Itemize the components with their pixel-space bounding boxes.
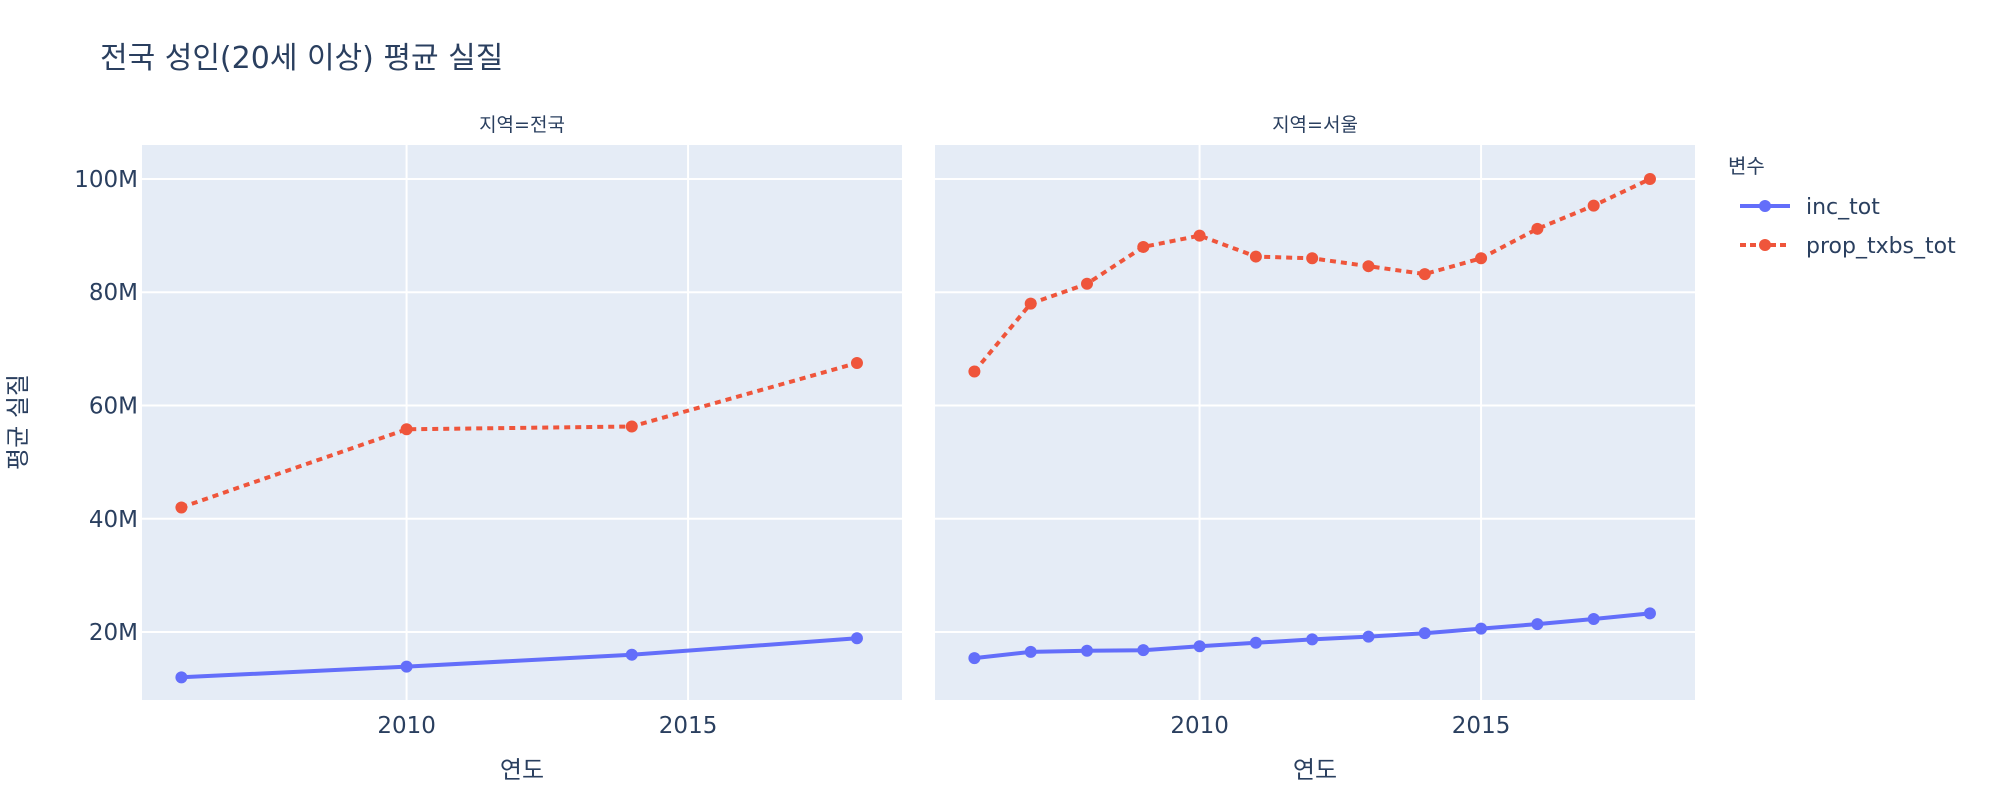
data-point-prop-txbs-tot[interactable] — [1643, 172, 1656, 185]
legend: 변수 inc_tot prop_txbs_tot — [1728, 154, 1956, 259]
data-point-prop-txbs-tot[interactable] — [1362, 260, 1375, 273]
data-point-inc-tot[interactable] — [1418, 627, 1431, 640]
data-point-prop-txbs-tot[interactable] — [1306, 252, 1319, 265]
facet-right: 지역=서울 2010 2015 — [935, 114, 1695, 739]
data-point-inc-tot[interactable] — [1249, 636, 1262, 649]
data-point-prop-txbs-tot[interactable] — [625, 420, 638, 433]
y-tick-label: 80M — [89, 280, 138, 306]
data-point-inc-tot[interactable] — [1531, 618, 1544, 631]
y-ticks: 20M 40M 60M 80M 100M — [74, 167, 138, 646]
data-point-prop-txbs-tot[interactable] — [1475, 252, 1488, 265]
facet-label-left: 지역=전국 — [479, 114, 565, 136]
x-axis-label-right: 연도 — [1293, 756, 1337, 784]
x-tick-label: 2015 — [1452, 713, 1511, 739]
y-axis-label: 평균 실질 — [4, 374, 32, 470]
data-point-inc-tot[interactable] — [1081, 644, 1093, 657]
data-point-prop-txbs-tot[interactable] — [850, 357, 863, 370]
data-point-prop-txbs-tot[interactable] — [968, 365, 981, 378]
data-point-inc-tot[interactable] — [1306, 633, 1319, 646]
data-point-inc-tot[interactable] — [1587, 613, 1600, 626]
data-point-prop-txbs-tot[interactable] — [1193, 229, 1206, 242]
data-point-inc-tot[interactable] — [850, 632, 863, 645]
data-point-inc-tot[interactable] — [1193, 640, 1206, 653]
data-point-inc-tot[interactable] — [1137, 644, 1150, 657]
data-point-prop-txbs-tot[interactable] — [1249, 250, 1262, 263]
data-point-inc-tot[interactable] — [400, 660, 413, 673]
x-tick-label: 2010 — [1170, 713, 1229, 739]
facet-label-right: 지역=서울 — [1272, 114, 1358, 136]
data-point-prop-txbs-tot[interactable] — [175, 501, 188, 514]
data-point-inc-tot[interactable] — [1362, 630, 1375, 643]
facet-left: 지역=전국 2010 2015 — [142, 114, 902, 739]
plot-area-left — [142, 145, 902, 700]
grid-left — [142, 145, 902, 700]
legend-label: inc_tot — [1806, 195, 1880, 220]
y-tick-label: 20M — [89, 620, 138, 646]
x-ticks-right: 2010 2015 — [1170, 713, 1510, 739]
legend-item-prop-txbs-tot[interactable]: prop_txbs_tot — [1740, 234, 1956, 259]
legend-swatch-marker — [1759, 239, 1771, 251]
data-point-prop-txbs-tot[interactable] — [1418, 268, 1431, 281]
legend-label: prop_txbs_tot — [1806, 234, 1956, 259]
plot-area-right — [935, 145, 1695, 700]
data-point-inc-tot[interactable] — [968, 652, 981, 665]
y-tick-label: 40M — [89, 507, 138, 533]
data-point-prop-txbs-tot[interactable] — [1531, 222, 1544, 235]
y-tick-label: 100M — [74, 167, 138, 193]
data-point-prop-txbs-tot[interactable] — [1024, 297, 1037, 310]
data-point-inc-tot[interactable] — [625, 648, 638, 661]
series-right — [968, 172, 1656, 665]
data-point-prop-txbs-tot[interactable] — [1587, 199, 1600, 212]
data-point-inc-tot[interactable] — [1024, 645, 1037, 658]
data-point-prop-txbs-tot[interactable] — [1081, 277, 1093, 290]
x-tick-label: 2010 — [377, 713, 436, 739]
data-point-inc-tot[interactable] — [1475, 622, 1488, 635]
y-tick-label: 60M — [89, 394, 138, 420]
series-left — [175, 357, 863, 684]
series-line-inc-tot — [181, 636, 858, 680]
x-axis-label-left: 연도 — [500, 756, 544, 784]
data-point-inc-tot[interactable] — [1643, 607, 1656, 620]
legend-title: 변수 — [1728, 154, 1765, 178]
legend-swatch-marker — [1759, 200, 1771, 212]
data-point-prop-txbs-tot[interactable] — [400, 423, 413, 436]
x-ticks-left: 2010 2015 — [377, 713, 717, 739]
chart-title: 전국 성인(20세 이상) 평균 실질 — [100, 41, 503, 76]
data-point-inc-tot[interactable] — [175, 671, 188, 684]
legend-item-inc-tot[interactable]: inc_tot — [1740, 195, 1880, 220]
data-point-prop-txbs-tot[interactable] — [1137, 240, 1150, 253]
x-tick-label: 2015 — [659, 713, 718, 739]
